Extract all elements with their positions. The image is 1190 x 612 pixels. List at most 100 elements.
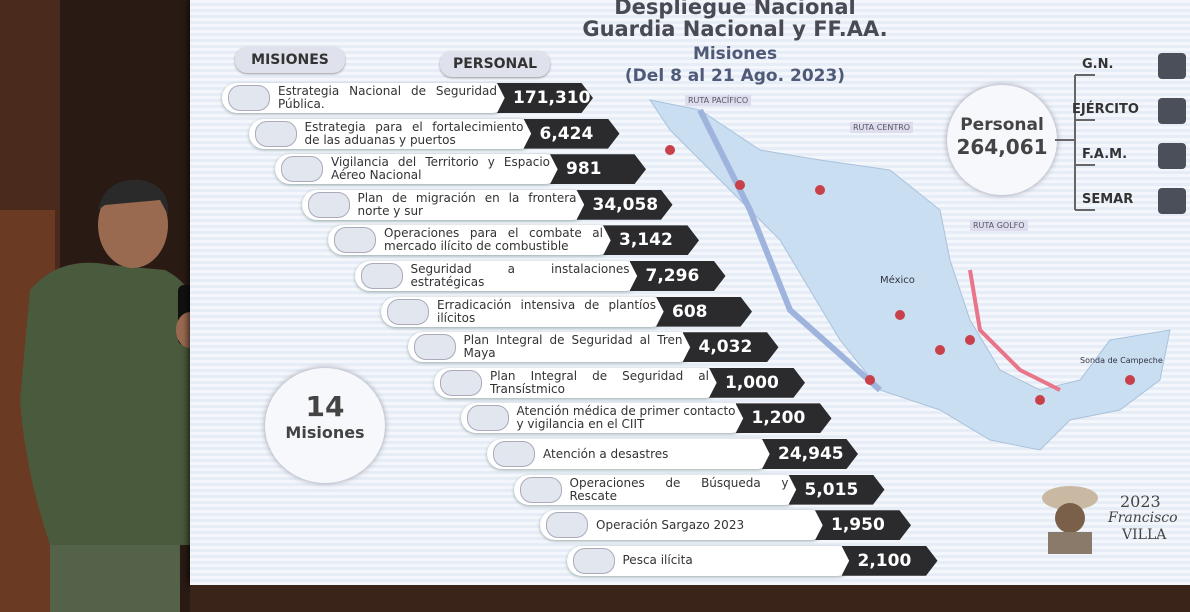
personal-value: 6,424	[523, 118, 620, 149]
mission-icon	[572, 547, 615, 574]
count-number: 14	[305, 390, 345, 423]
missions-header: MISIONES	[235, 47, 345, 73]
route-label: RUTA GOLFO	[970, 220, 1028, 231]
mission-label: Atención a desastres	[543, 446, 669, 461]
uniform-pants	[50, 545, 180, 612]
mission-pill: Erradicación intensiva de plantíos ilíci…	[381, 296, 666, 327]
personal-value: 1,200	[735, 403, 832, 434]
map-label: México	[880, 275, 915, 286]
mission-label: Vigilancia del Territorio y Espacio Aére…	[331, 155, 550, 183]
title-line: Guardia Nacional y FF.AA.	[582, 17, 888, 41]
personal-value: 171,310	[497, 83, 593, 113]
mission-icon	[466, 405, 509, 432]
logo-text: VILLA	[1122, 527, 1167, 543]
force-icon	[1158, 143, 1186, 169]
total-value: 264,061	[956, 135, 1048, 159]
total-personal: Personal 264,061	[947, 85, 1057, 195]
mission-pill: Atención a desastres	[487, 439, 772, 469]
personal-value: 7,296	[629, 261, 726, 291]
uniform-jacket	[20, 262, 212, 545]
force-icon	[1158, 98, 1186, 124]
missions-count: 14 Misiones	[265, 368, 385, 483]
force-label: G.N.	[1082, 57, 1114, 72]
mission-icon	[334, 227, 376, 254]
hair	[98, 179, 169, 215]
mission-label: Operación Sargazo 2023	[596, 517, 745, 532]
mission-icon	[281, 156, 323, 183]
logo-text: Francisco	[1108, 510, 1178, 526]
mission-label: Estrategia para el fortalecimiento de la…	[304, 119, 524, 147]
mission-icon	[413, 334, 456, 361]
force-label: F.A.M.	[1082, 147, 1128, 162]
mission-label: Operaciones de Búsqueda y Rescate	[569, 475, 789, 503]
mission-label: Plan Integral de Seguridad al Tren Maya	[463, 333, 683, 361]
personal-value: 1,000	[709, 367, 805, 398]
force-label: SEMAR	[1082, 192, 1134, 207]
mission-icon	[493, 441, 535, 467]
personal-value: 4,032	[682, 332, 779, 363]
mission-label: Seguridad a instalaciones estratégicas	[410, 262, 630, 289]
title-line: Despliegue Nacional	[614, 0, 856, 19]
logo-year: 2023	[1120, 492, 1161, 511]
mission-icon	[387, 298, 429, 325]
personal-header: PERSONAL	[440, 51, 550, 77]
personal-value: 981	[550, 154, 646, 185]
mission-pill: Pesca ilícita	[566, 545, 852, 576]
personal-value: 608	[656, 296, 752, 327]
mission-label: Estrategia Nacional de Seguridad Pública…	[278, 84, 497, 111]
stage-floor	[190, 585, 1190, 612]
mission-pill: Atención médica de primer contacto y vig…	[460, 403, 746, 434]
mission-icon	[360, 263, 403, 289]
personal-value: 34,058	[576, 189, 673, 220]
personal-value: 1,950	[815, 510, 911, 541]
force-icon	[1158, 188, 1186, 214]
mission-pill: Operaciones para el combate al mercado i…	[328, 225, 613, 256]
mission-label: Operaciones para el combate al mercado i…	[384, 226, 603, 254]
map-label: Sonda de Campeche	[1080, 356, 1163, 365]
mission-pill: Estrategia para el fortalecimiento de la…	[248, 118, 534, 149]
mission-label: Atención médica de primer contacto y vig…	[516, 404, 736, 432]
logo-portrait	[1042, 486, 1098, 554]
mission-label: Pesca ilícita	[622, 553, 693, 568]
mission-label: Plan Integral de Seguridad al Transístmi…	[490, 368, 709, 396]
map-markers	[665, 145, 1135, 405]
mission-pill: Plan Integral de Seguridad al Transístmi…	[434, 367, 719, 398]
mission-icon	[519, 476, 562, 503]
mission-icon	[254, 120, 297, 147]
speaker-scene	[0, 0, 212, 612]
mission-pill: Seguridad a instalaciones estratégicas	[354, 261, 640, 291]
mission-label: Erradicación intensiva de plantíos ilíci…	[437, 297, 656, 325]
bracket	[1055, 74, 1095, 211]
route-label: RUTA CENTRO	[850, 122, 914, 133]
date-range: (Del 8 al 21 Ago. 2023)	[624, 66, 846, 86]
mission-pill: Estrategia Nacional de Seguridad Pública…	[222, 83, 507, 113]
route-line	[697, 108, 882, 393]
map-land	[648, 99, 1171, 451]
personal-value: 24,945	[762, 439, 858, 469]
count-label: Misiones	[285, 423, 365, 442]
force-label: EJÉRCITO	[1072, 102, 1139, 117]
route-label: RUTA PACÍFICO	[685, 95, 752, 106]
mission-pill: Operaciones de Búsqueda y Rescate	[513, 474, 799, 505]
personal-value: 3,142	[603, 225, 699, 256]
route-line	[968, 269, 1061, 392]
mission-icon	[440, 369, 482, 396]
mission-icon	[228, 85, 270, 111]
total-label: Personal	[960, 115, 1044, 135]
mission-pill: Plan de migración en la frontera norte y…	[301, 189, 587, 220]
mission-pill: Plan Integral de Seguridad al Tren Maya	[407, 332, 693, 363]
mission-pill: Vigilancia del Territorio y Espacio Aére…	[275, 154, 560, 185]
slide-title: Despliegue Nacional Guardia Nacional y F…	[550, 0, 920, 40]
subtitle: Misiones	[692, 44, 778, 64]
map	[648, 99, 1171, 451]
mission-icon	[307, 191, 350, 218]
personal-value: 2,100	[841, 545, 938, 576]
mission-pill: Operación Sargazo 2023	[540, 510, 825, 541]
personal-value: 5,015	[788, 474, 885, 505]
force-icon	[1158, 53, 1186, 79]
presentation-slide: Despliegue Nacional Guardia Nacional y F…	[190, 0, 1190, 585]
mission-icon	[546, 512, 588, 539]
logo: 2023 Francisco VILLA	[1040, 470, 1180, 560]
mission-label: Plan de migración en la frontera norte y…	[357, 190, 577, 218]
